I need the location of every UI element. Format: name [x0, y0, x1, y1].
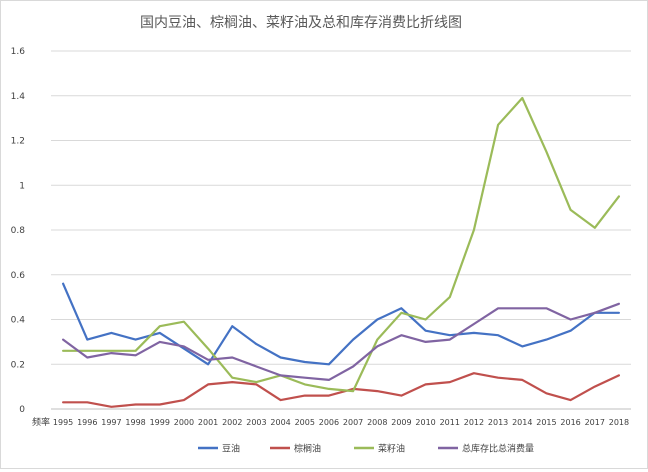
- legend: 豆油 棕榈油 菜籽油 总库存比总消费量: [198, 443, 534, 455]
- x-tick-label: 2000: [174, 418, 194, 427]
- y-axis-ticks: 0 0.2 0.4 0.6 0.8 1 1.2 1.4 1.6: [11, 47, 26, 415]
- series-line-2: [61, 372, 621, 408]
- y-tick-label: 0.6: [11, 271, 26, 281]
- y-tick-label: 1.6: [11, 47, 26, 57]
- x-tick-label: 2015: [536, 418, 556, 427]
- grid: [51, 50, 631, 410]
- y-tick-label: 0: [19, 405, 25, 415]
- y-tick-label: 1.2: [11, 137, 25, 147]
- x-tick-label: 2006: [319, 418, 339, 427]
- x-axis-ticks: 1995 1996 1997 1998 1999 2000 2001 2002 2003 2004…: [53, 418, 629, 427]
- x-tick-label: 2004: [270, 418, 290, 427]
- y-tick-label: 1: [19, 181, 25, 191]
- x-tick-label: 2012: [464, 418, 484, 427]
- x-tick-label: 2014: [512, 418, 532, 427]
- series-line-4: [61, 302, 621, 381]
- x-tick-label: 2002: [222, 418, 242, 427]
- x-tick-label: 2005: [295, 418, 315, 427]
- x-tick-label: 1995: [53, 418, 73, 427]
- x-tick-label: 2009: [391, 418, 411, 427]
- y-tick-label: 1.4: [11, 92, 26, 102]
- x-tick-label: 1997: [101, 418, 121, 427]
- series-lines: [61, 96, 621, 408]
- x-tick-label: 2016: [560, 418, 580, 427]
- x-tick-label: 1999: [150, 418, 170, 427]
- x-axis-label: 频率: [32, 416, 50, 428]
- series-line-3: [61, 96, 621, 393]
- legend-label: 棕榈油: [294, 443, 321, 455]
- x-tick-label: 2008: [367, 418, 387, 427]
- x-tick-label: 2011: [440, 418, 460, 427]
- x-tick-label: 2010: [415, 418, 435, 427]
- x-tick-label: 2018: [609, 418, 629, 427]
- y-tick-label: 0.2: [11, 360, 25, 370]
- legend-label: 总库存比总消费量: [462, 443, 534, 455]
- x-tick-label: 1996: [77, 418, 97, 427]
- y-tick-label: 0.4: [11, 316, 26, 326]
- legend-label: 豆油: [222, 443, 240, 455]
- series-line-1: [61, 282, 621, 366]
- x-tick-label: 2003: [246, 418, 266, 427]
- x-tick-label: 2017: [585, 418, 605, 427]
- x-tick-label: 2013: [488, 418, 508, 427]
- x-tick-label: 2007: [343, 418, 363, 427]
- legend-label: 菜籽油: [378, 443, 405, 455]
- chart-title: 国内豆油、棕榈油、菜籽油及总和库存消费比折线图: [140, 15, 462, 31]
- x-tick-label: 1998: [125, 418, 145, 427]
- y-tick-label: 0.8: [11, 226, 26, 236]
- x-tick-label: 2001: [198, 418, 218, 427]
